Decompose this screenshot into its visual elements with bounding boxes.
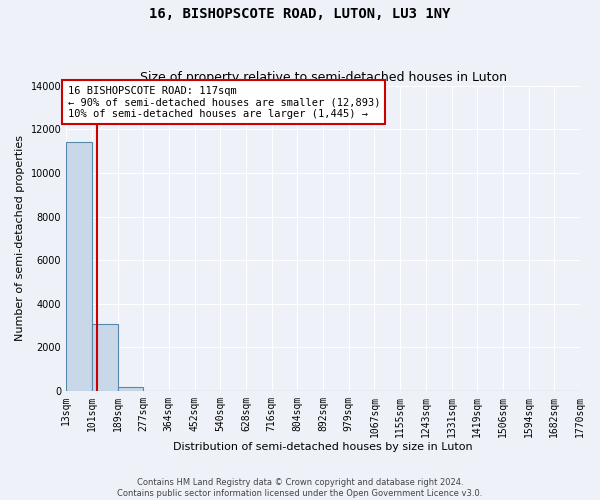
Y-axis label: Number of semi-detached properties: Number of semi-detached properties xyxy=(15,136,25,342)
Text: 16, BISHOPSCOTE ROAD, LUTON, LU3 1NY: 16, BISHOPSCOTE ROAD, LUTON, LU3 1NY xyxy=(149,8,451,22)
Text: 16 BISHOPSCOTE ROAD: 117sqm
← 90% of semi-detached houses are smaller (12,893)
1: 16 BISHOPSCOTE ROAD: 117sqm ← 90% of sem… xyxy=(68,86,380,119)
Bar xyxy=(118,386,143,391)
Bar xyxy=(92,324,118,391)
X-axis label: Distribution of semi-detached houses by size in Luton: Distribution of semi-detached houses by … xyxy=(173,442,473,452)
Bar xyxy=(66,142,92,391)
Title: Size of property relative to semi-detached houses in Luton: Size of property relative to semi-detach… xyxy=(140,72,506,85)
Text: Contains HM Land Registry data © Crown copyright and database right 2024.
Contai: Contains HM Land Registry data © Crown c… xyxy=(118,478,482,498)
